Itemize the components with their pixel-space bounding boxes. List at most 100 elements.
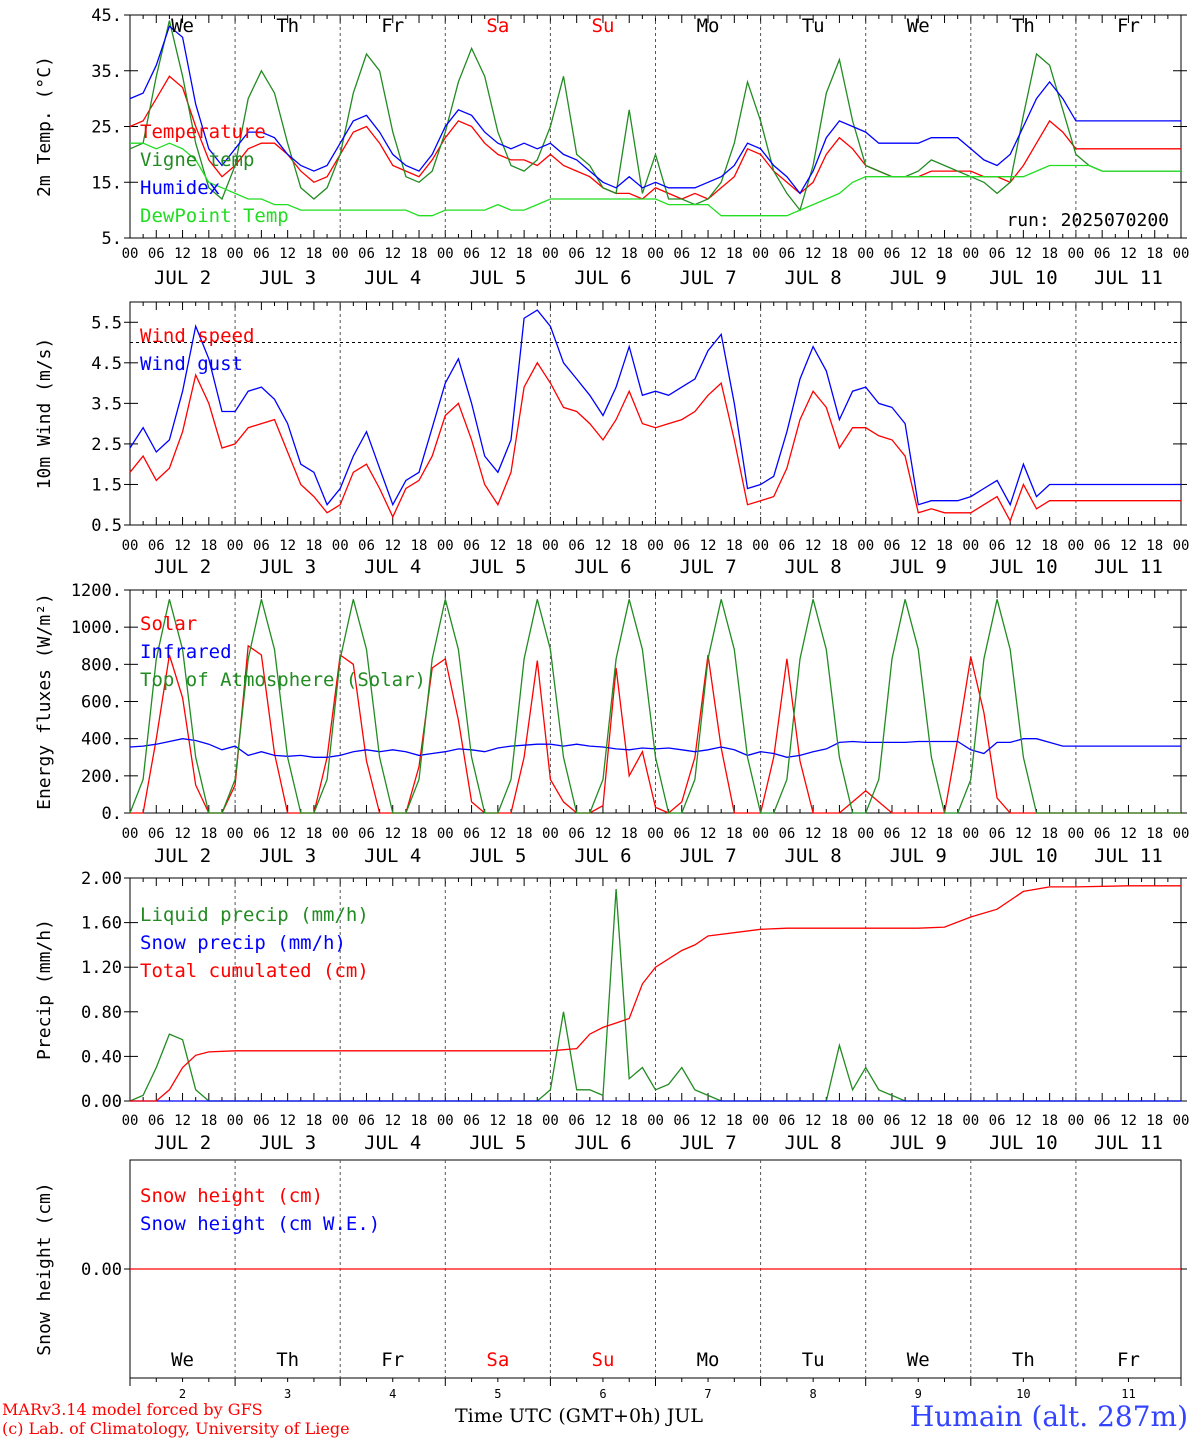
hour-label: 12 — [1015, 1113, 1032, 1129]
hour-label: 18 — [411, 538, 428, 554]
hour-label: 12 — [1120, 246, 1137, 262]
day-number: 4 — [389, 1387, 396, 1401]
hour-label: 00 — [542, 538, 559, 554]
hour-label: 00 — [647, 1113, 664, 1129]
hour-label: 12 — [489, 538, 506, 554]
y-tick-label: 1.60 — [81, 914, 122, 934]
hour-label: 06 — [884, 538, 901, 554]
panel-snow — [124, 1159, 1187, 1386]
panel-frame — [129, 301, 1182, 526]
weekday-label: We — [171, 15, 194, 37]
weekday-label: Mo — [697, 1349, 720, 1371]
date-label: JUL 5 — [469, 556, 526, 578]
hour-label: 12 — [1120, 538, 1137, 554]
hour-label: 12 — [700, 1113, 717, 1129]
hour-label: 06 — [253, 538, 270, 554]
y-tick-label: 5.5 — [91, 313, 122, 333]
hour-label: 00 — [752, 246, 769, 262]
date-label: JUL 8 — [785, 1132, 842, 1154]
hour-label: 06 — [1094, 246, 1111, 262]
hour-label: 00 — [332, 1113, 349, 1129]
date-label: JUL 8 — [785, 556, 842, 578]
legend-entry: Snow height (cm W.E.) — [140, 1213, 380, 1235]
hour-label: 00 — [962, 1113, 979, 1129]
hour-label: 12 — [174, 246, 191, 262]
hour-label: 18 — [200, 826, 217, 842]
hour-label: 00 — [122, 826, 139, 842]
hour-label: 18 — [831, 1113, 848, 1129]
hour-label: 18 — [936, 246, 953, 262]
hour-label: 06 — [463, 826, 480, 842]
date-label: JUL 9 — [890, 845, 947, 867]
hour-label: 12 — [384, 246, 401, 262]
hour-label: 18 — [1146, 538, 1163, 554]
y-tick-label: 45. — [91, 6, 122, 26]
hour-label: 18 — [305, 826, 322, 842]
weekday-label: Fr — [1117, 1349, 1140, 1371]
hour-label: 18 — [305, 1113, 322, 1129]
hour-label: 12 — [910, 826, 927, 842]
hour-label: 06 — [673, 538, 690, 554]
weekday-label: We — [171, 1349, 194, 1371]
date-label: JUL 10 — [989, 845, 1058, 867]
date-label: JUL 10 — [989, 556, 1058, 578]
hour-label: 06 — [148, 246, 165, 262]
hour-label: 12 — [1015, 246, 1032, 262]
hour-label: 00 — [437, 826, 454, 842]
hour-label: 00 — [332, 246, 349, 262]
date-label: JUL 9 — [890, 1132, 947, 1154]
hour-label: 06 — [673, 246, 690, 262]
legend-entry: Solar — [140, 613, 197, 635]
hour-label: 06 — [989, 1113, 1006, 1129]
date-label: JUL 9 — [890, 267, 947, 289]
hour-label: 00 — [1173, 538, 1190, 554]
hour-label: 06 — [358, 246, 375, 262]
hour-label: 18 — [1041, 246, 1058, 262]
hour-label: 00 — [227, 538, 244, 554]
hour-label: 18 — [621, 246, 638, 262]
day-number: 9 — [915, 1387, 922, 1401]
hour-label: 18 — [936, 1113, 953, 1129]
hour-label: 12 — [700, 826, 717, 842]
weekday-label: Th — [1012, 15, 1035, 37]
hour-label: 00 — [962, 826, 979, 842]
hour-label: 00 — [647, 826, 664, 842]
hour-label: 12 — [805, 538, 822, 554]
hour-label: 12 — [805, 246, 822, 262]
series-dewpoint-temp — [130, 142, 1181, 217]
hour-label: 18 — [200, 538, 217, 554]
hour-label: 00 — [752, 1113, 769, 1129]
hour-label: 00 — [857, 1113, 874, 1129]
hour-label: 12 — [910, 538, 927, 554]
hour-label: 18 — [411, 1113, 428, 1129]
legend-entry: Liquid precip (mm/h) — [140, 904, 369, 926]
legend-entry: Infrared — [140, 641, 232, 663]
legend-entry: DewPoint Temp — [140, 205, 289, 227]
hour-label: 12 — [700, 538, 717, 554]
weekday-label: Su — [592, 15, 615, 37]
hour-label: 12 — [384, 538, 401, 554]
day-number: 7 — [704, 1387, 711, 1401]
date-label: JUL 2 — [154, 1132, 211, 1154]
weekday-label: Fr — [381, 15, 404, 37]
hour-label: 06 — [884, 1113, 901, 1129]
panel-flux — [124, 589, 1187, 814]
hour-label: 00 — [332, 826, 349, 842]
hour-label: 00 — [647, 538, 664, 554]
hour-label: 06 — [463, 538, 480, 554]
hour-label: 00 — [1067, 246, 1084, 262]
hour-label: 12 — [595, 826, 612, 842]
hour-label: 00 — [962, 538, 979, 554]
hour-label: 18 — [621, 538, 638, 554]
date-label: JUL 4 — [364, 267, 421, 289]
hour-label: 06 — [989, 826, 1006, 842]
y-tick-label: 1.5 — [91, 475, 122, 495]
hour-label: 00 — [752, 826, 769, 842]
y-tick-label: 15. — [91, 173, 122, 193]
hour-label: 06 — [673, 1113, 690, 1129]
hour-label: 06 — [148, 826, 165, 842]
weekday-label: Sa — [486, 15, 509, 37]
hour-label: 00 — [227, 246, 244, 262]
weekday-label: We — [907, 1349, 930, 1371]
hour-label: 18 — [1041, 538, 1058, 554]
